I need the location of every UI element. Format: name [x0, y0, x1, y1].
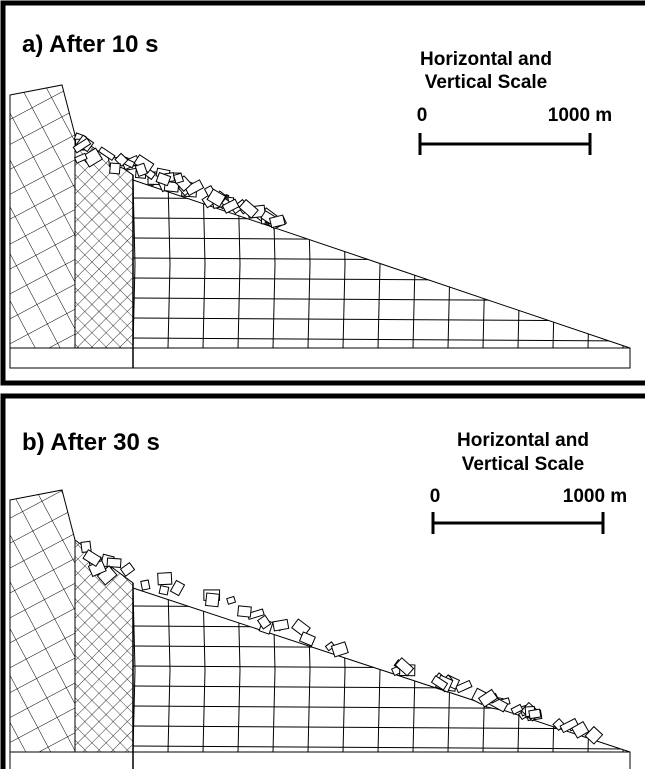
debris-block — [174, 173, 184, 183]
cliff — [10, 85, 75, 348]
debris-block — [141, 580, 150, 590]
panel-a: a) After 10 s Horizontal and Vertical Sc… — [3, 3, 645, 383]
scale-end: 1000 m — [563, 486, 627, 507]
scale-start: 0 — [417, 105, 428, 126]
base-strip — [10, 752, 630, 769]
scale-title: Vertical Scale — [425, 72, 548, 93]
scale-end: 1000 m — [548, 105, 612, 126]
grid-line — [623, 588, 625, 752]
scale-title: Vertical Scale — [462, 454, 585, 475]
grid-line — [133, 606, 630, 609]
cliff — [10, 490, 75, 752]
scale-start: 0 — [430, 486, 441, 507]
debris-block — [110, 163, 121, 174]
scale-title: Horizontal and — [457, 430, 589, 451]
debris-block — [529, 709, 541, 718]
grid-line — [588, 588, 590, 752]
scale-bar — [420, 133, 590, 155]
debris-block — [227, 597, 236, 605]
base-strip — [10, 348, 630, 368]
debris-block — [238, 606, 252, 617]
mesh — [10, 85, 630, 368]
grid-line — [623, 180, 625, 348]
debris-block — [273, 619, 289, 631]
panel-title: a) After 10 s — [22, 31, 159, 58]
debris-block — [159, 586, 169, 595]
panel-b: b) After 30 s Horizontal and Vertical Sc… — [3, 396, 645, 769]
debris-block — [331, 642, 348, 657]
grid-line — [588, 180, 590, 348]
debris-block — [170, 580, 184, 595]
figure: a) After 10 s Horizontal and Vertical Sc… — [0, 0, 645, 769]
debris-block — [158, 573, 172, 585]
panel-title: b) After 30 s — [22, 429, 160, 456]
debris-block — [206, 593, 220, 607]
debris-block — [121, 563, 135, 576]
scale-title: Horizontal and — [420, 49, 552, 70]
scale-bar — [433, 512, 603, 534]
mesh — [10, 490, 630, 769]
